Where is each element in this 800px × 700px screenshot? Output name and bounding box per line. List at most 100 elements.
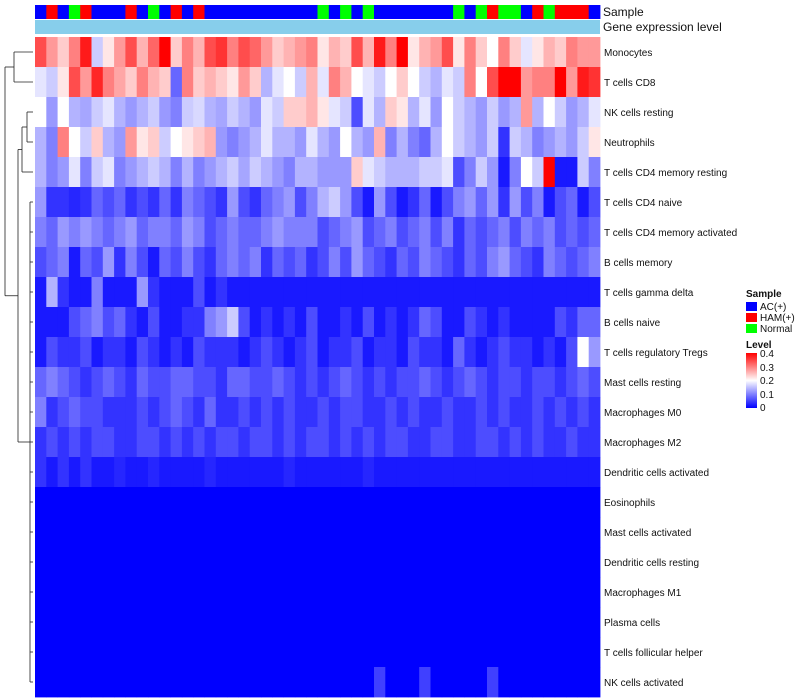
heatmap-cell: [294, 97, 307, 128]
heatmap-cell: [57, 457, 70, 488]
heatmap-cell: [396, 157, 409, 188]
heatmap-cell: [294, 367, 307, 398]
heatmap-cell: [532, 127, 544, 158]
heatmap-cell: [430, 307, 443, 338]
sample-cell: [283, 5, 296, 19]
heatmap-cell: [238, 337, 251, 368]
heatmap-cell: [102, 337, 115, 368]
heatmap-cell: [125, 457, 138, 488]
sample-cell: [35, 5, 47, 19]
heatmap-cell: [306, 487, 318, 518]
heatmap-cell: [566, 427, 578, 458]
heatmap-cell: [227, 577, 239, 608]
heatmap-cell: [543, 457, 556, 488]
heatmap-cell: [35, 607, 47, 638]
heatmap-cell: [543, 637, 556, 668]
heatmap-cell: [396, 277, 409, 308]
heatmap-cell: [114, 337, 126, 368]
heatmap-cell: [261, 277, 273, 308]
heatmap-cell: [91, 97, 104, 128]
heatmap-cell: [159, 637, 171, 668]
heatmap-cell: [498, 607, 510, 638]
heatmap-cell: [385, 427, 397, 458]
heatmap-cell: [351, 97, 364, 128]
heatmap-cell: [498, 277, 510, 308]
heatmap-cell: [374, 517, 386, 548]
heatmap-cell: [543, 247, 556, 278]
heatmap-cell: [430, 97, 443, 128]
heatmap-cell: [498, 187, 510, 218]
heatmap-cell: [396, 37, 409, 68]
heatmap-cell: [351, 547, 364, 578]
heatmap-cell: [317, 457, 330, 488]
heatmap-cell: [261, 217, 273, 248]
heatmap-cell: [498, 577, 510, 608]
heatmap-cell: [554, 487, 567, 518]
heatmap-cell: [125, 217, 138, 248]
sample-cell: [396, 5, 409, 19]
heatmap-cell: [588, 517, 601, 548]
heatmap-cell: [204, 457, 217, 488]
heatmap-cell: [215, 247, 228, 278]
heatmap-cell: [498, 547, 510, 578]
heatmap-cell: [464, 427, 477, 458]
heatmap-cell: [68, 457, 81, 488]
heatmap-cell: [441, 487, 454, 518]
heatmap-cell: [362, 337, 375, 368]
heatmap-cell: [170, 607, 183, 638]
heatmap-cell: [204, 397, 217, 428]
heatmap-cell: [261, 427, 273, 458]
heatmap-cell: [453, 427, 465, 458]
heatmap-cell: [261, 367, 273, 398]
heatmap-cell: [227, 397, 239, 428]
heatmap-cell: [396, 487, 409, 518]
heatmap-cell: [588, 547, 601, 578]
heatmap-cell: [114, 517, 126, 548]
sample-cell: [385, 5, 397, 19]
heatmap-cell: [374, 187, 386, 218]
heatmap-cell: [125, 547, 138, 578]
heatmap-cell: [91, 487, 104, 518]
heatmap-cell: [215, 577, 228, 608]
heatmap-cell: [114, 157, 126, 188]
heatmap-cell: [441, 247, 454, 278]
heatmap-cell: [385, 97, 397, 128]
heatmap-cell: [430, 427, 443, 458]
heatmap-cell: [340, 367, 352, 398]
heatmap-cell: [441, 67, 454, 98]
heatmap-cell: [588, 127, 601, 158]
heatmap-cell: [170, 37, 183, 68]
heatmap-cell: [170, 367, 183, 398]
heatmap-cell: [498, 637, 510, 668]
heatmap-cell: [328, 607, 341, 638]
heatmap-cell: [249, 157, 262, 188]
heatmap-cell: [407, 607, 420, 638]
heatmap-cell: [46, 127, 58, 158]
heatmap-cell: [35, 67, 47, 98]
heatmap-cell: [396, 607, 409, 638]
sample-cell: [520, 5, 533, 19]
heatmap-cell: [317, 307, 330, 338]
heatmap-cell: [509, 517, 522, 548]
heatmap-cell: [159, 397, 171, 428]
heatmap-cell: [249, 397, 262, 428]
heatmap-cell: [114, 247, 126, 278]
heatmap-cell: [340, 577, 352, 608]
heatmap-cell: [102, 127, 115, 158]
sample-cell: [532, 5, 544, 19]
sample-cell: [475, 5, 488, 19]
heatmap-cell: [170, 187, 183, 218]
heatmap-cell: [566, 97, 578, 128]
heatmap-cell: [441, 547, 454, 578]
heatmap-cell: [114, 217, 126, 248]
sample-cell: [261, 5, 273, 19]
heatmap-cell: [396, 427, 409, 458]
heatmap-cell: [57, 427, 70, 458]
heatmap-cell: [306, 187, 318, 218]
heatmap-cell: [249, 517, 262, 548]
heatmap-cell: [306, 247, 318, 278]
heatmap-cell: [374, 427, 386, 458]
heatmap-cell: [396, 337, 409, 368]
heatmap-cell: [340, 277, 352, 308]
heatmap-cell: [181, 577, 194, 608]
